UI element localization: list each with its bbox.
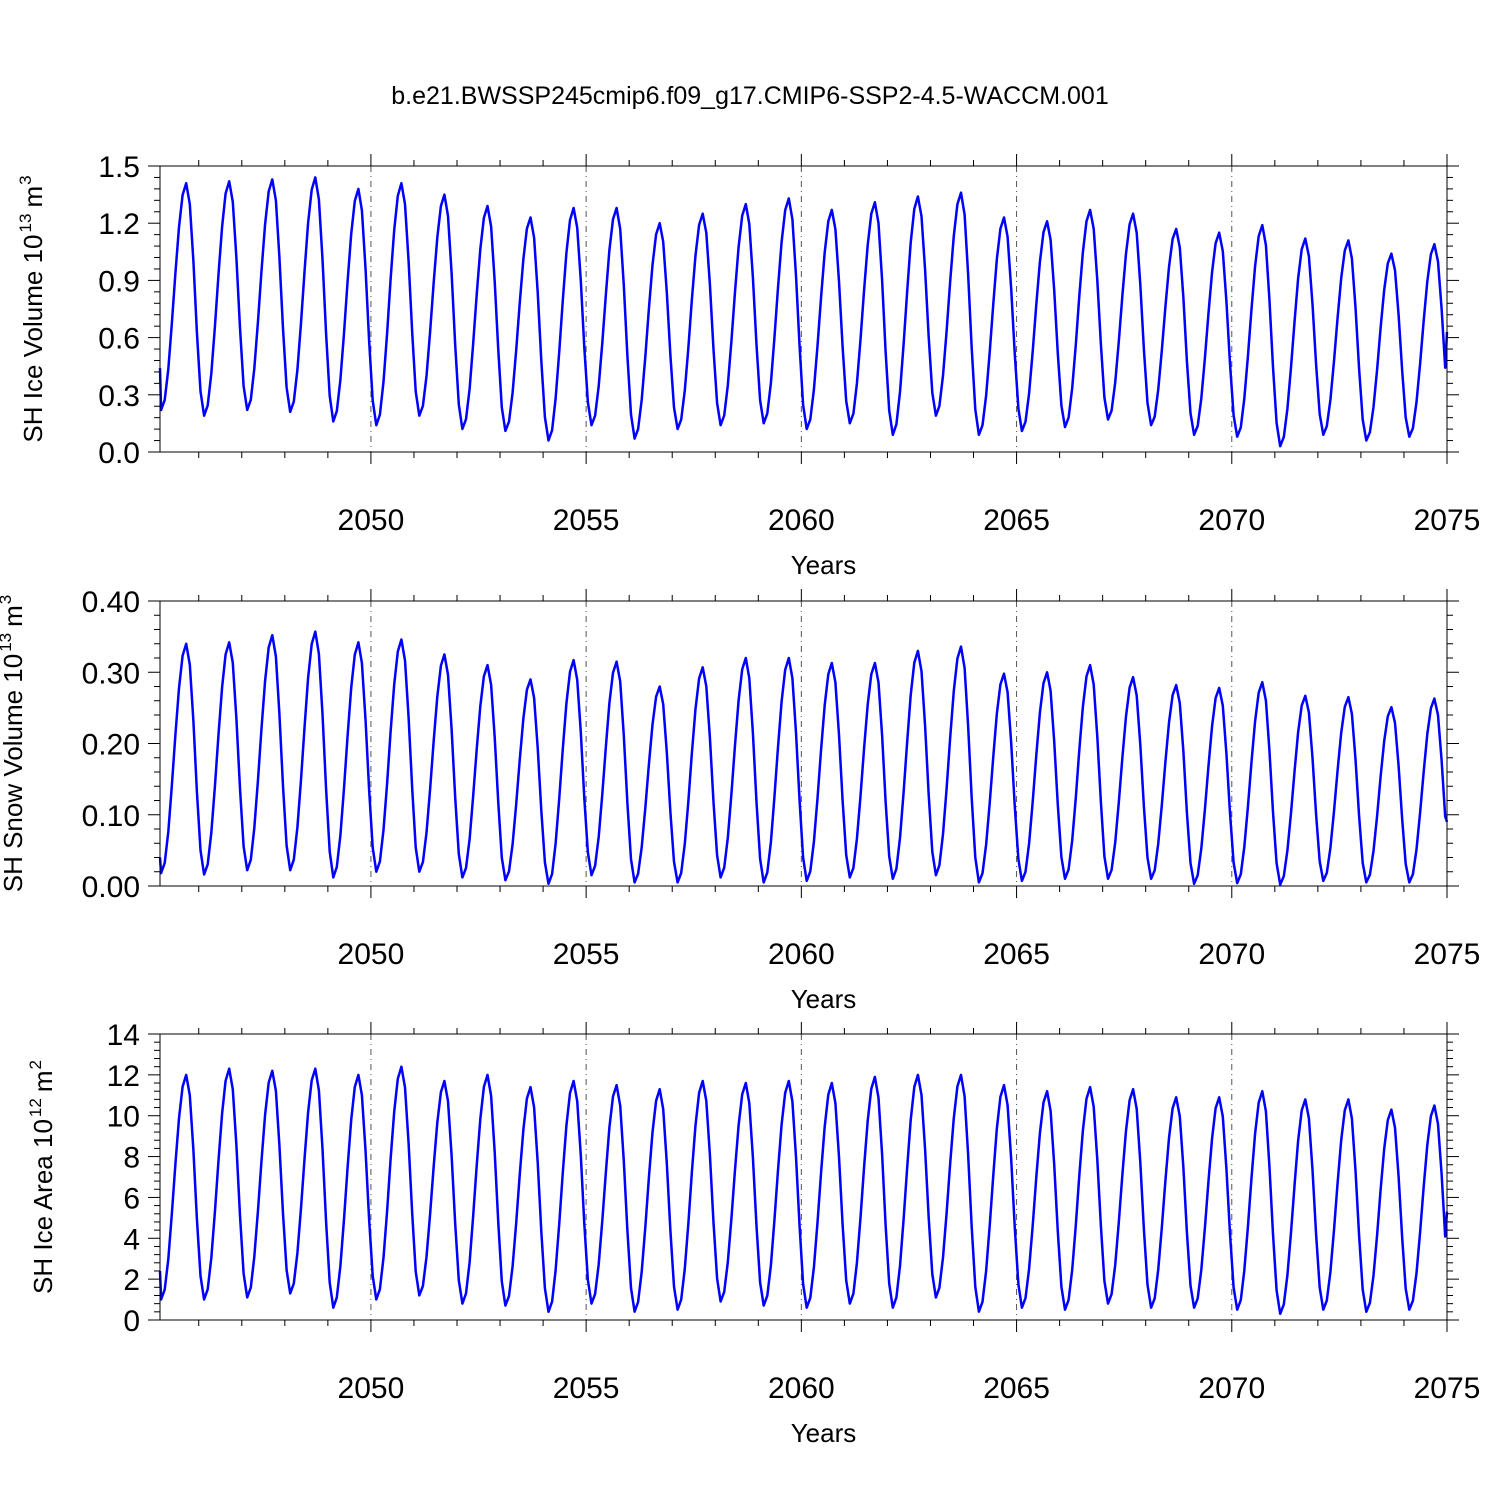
x-tick-label: 2075 [1414,938,1481,971]
series-line-sh-snow-volume [158,630,1449,886]
y-tick-label: 10 [107,1101,140,1134]
x-tick-label: 2070 [1198,1372,1265,1405]
x-tick-label: 2050 [338,504,405,537]
chart-panel-1: 0.0 0.3 0.6 0.9 1.2 1.5 2050 2055 2060 2065 2070 20… [16,151,1480,580]
x-axis-title: Years [791,984,857,1014]
x-tick-label: 2060 [768,1372,835,1405]
chart-panel-3: 0 2 4 6 8 10 12 14 2050 2055 2060 2065 2070 2075 Years… [26,1019,1480,1448]
y-tick-label: 12 [107,1060,140,1093]
x-tick-label: 2060 [768,938,835,971]
y-axis-title: SH Ice Area 1012m2 [26,1060,58,1294]
y-tick-label: 0.40 [82,586,140,619]
x-tick-label: 2060 [768,504,835,537]
y-tick-label: 0.3 [98,380,140,413]
x-tick-label: 2050 [338,938,405,971]
y-tick-label: 0.6 [98,323,140,356]
y-tick-label: 8 [123,1142,140,1175]
chart-panel-2: 0.00 0.10 0.20 0.30 0.40 2050 2055 2060 2065 2070… [0,586,1480,1014]
y-tick-label: 0.0 [98,437,140,470]
y-tick-label: 4 [123,1223,140,1256]
x-axis-title: Years [791,1418,857,1448]
x-tick-label: 2065 [983,938,1050,971]
y-tick-label: 0.10 [82,800,140,833]
x-tick-label: 2055 [553,504,620,537]
y-tick-label: 0.00 [82,871,140,904]
figure-title: b.e21.BWSSP245cmip6.f09_g17.CMIP6-SSP2-4… [391,82,1108,110]
y-tick-label: 1.5 [98,151,140,184]
x-tick-label: 2070 [1198,938,1265,971]
x-axis-title: Years [791,550,857,580]
series-line-sh-ice-volume [158,176,1449,448]
y-axis-title: SH Snow Volume 1013m3 [0,595,28,893]
x-tick-label: 2065 [983,504,1050,537]
plot-frame [159,600,1448,887]
y-tick-label: 0 [123,1305,140,1338]
x-tick-label: 2075 [1414,504,1481,537]
x-tick-label: 2055 [553,1372,620,1405]
series-line-sh-ice-area [158,1065,1449,1316]
y-tick-label: 2 [123,1264,140,1297]
y-tick-label: 6 [123,1182,140,1215]
y-tick-label: 14 [107,1019,140,1052]
y-tick-label: 0.9 [98,265,140,298]
y-tick-label: 0.30 [82,657,140,690]
y-tick-label: 1.2 [98,208,140,241]
x-tick-label: 2065 [983,1372,1050,1405]
y-tick-label: 0.20 [82,729,140,762]
x-tick-label: 2050 [338,1372,405,1405]
plot-frame [159,165,1448,453]
y-axis-title: SH Ice Volume 1013m3 [16,175,48,442]
x-tick-label: 2075 [1414,1372,1481,1405]
x-tick-label: 2055 [553,938,620,971]
plot-frame [159,1033,1448,1321]
x-tick-label: 2070 [1198,504,1265,537]
